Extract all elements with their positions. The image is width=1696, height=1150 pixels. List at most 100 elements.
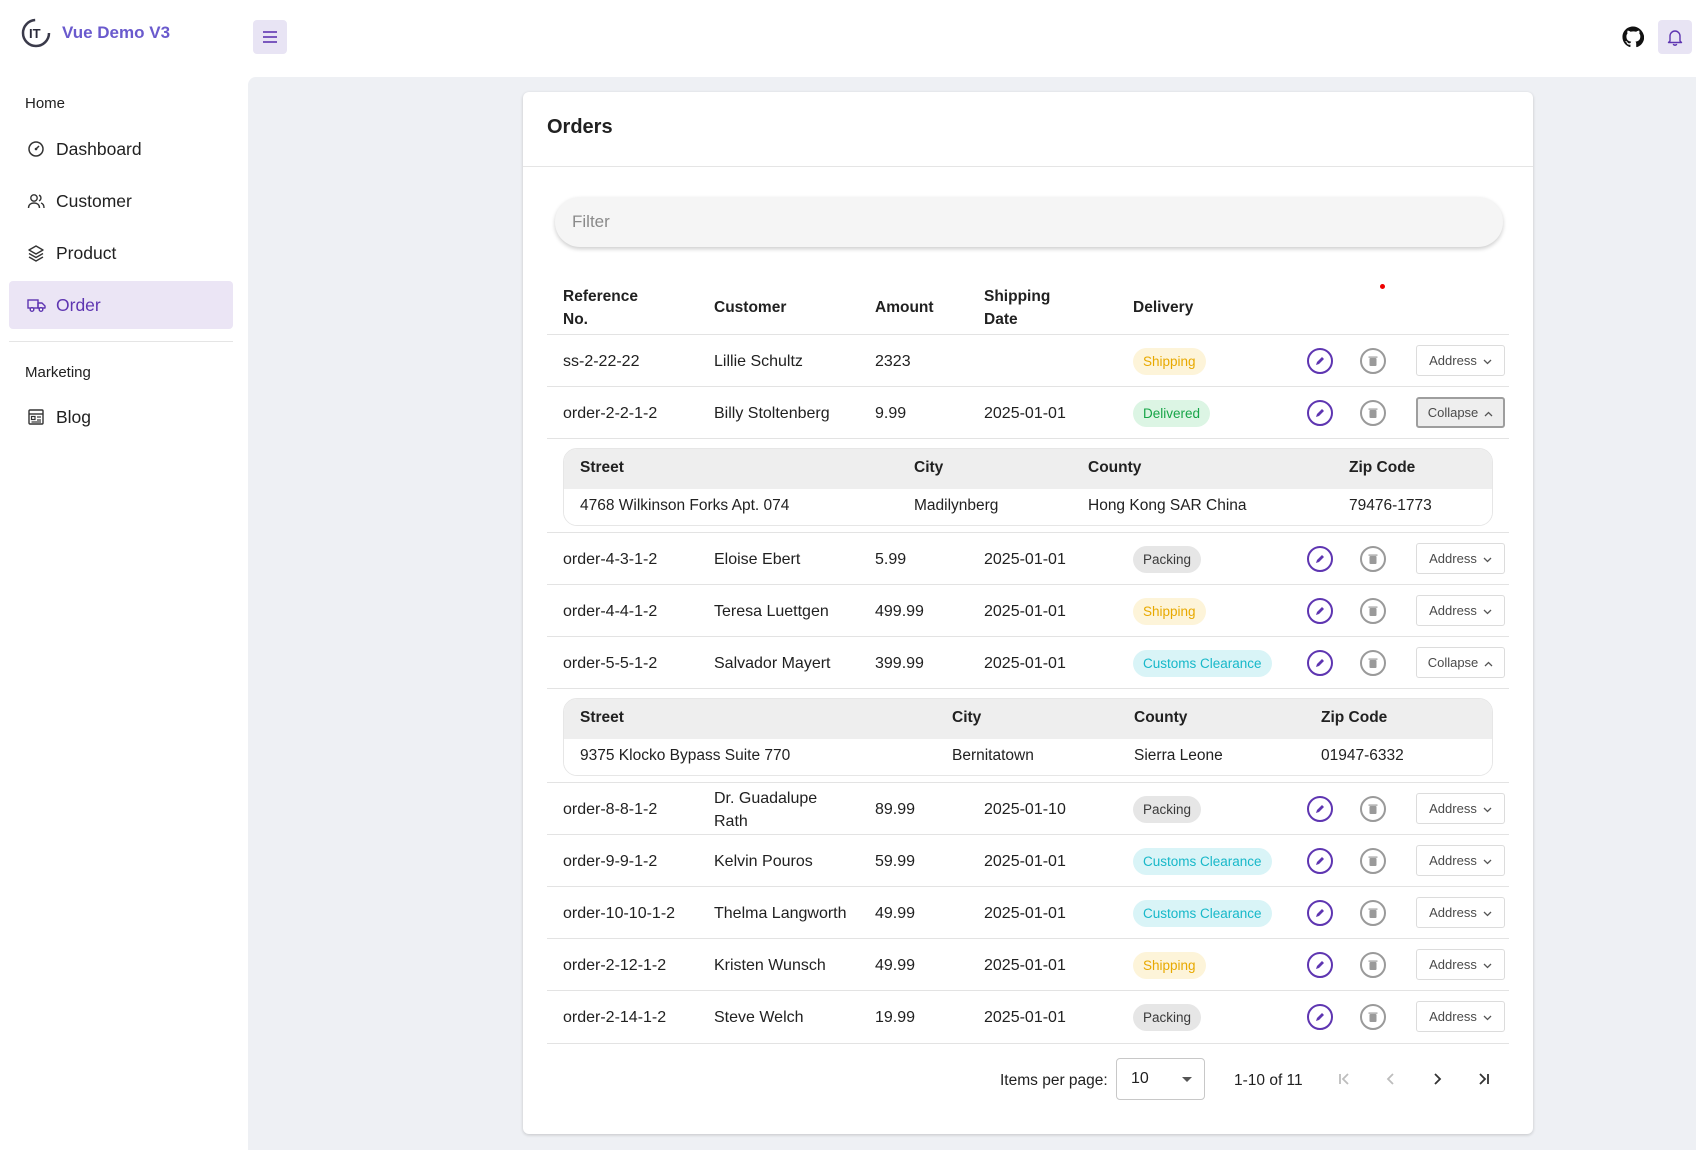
cell-amount: 59.99 (875, 853, 916, 870)
subheader-street: Street (580, 709, 624, 726)
sidebar-item-product[interactable]: Product (9, 229, 233, 277)
sidebar-item-customer[interactable]: Customer (9, 177, 233, 225)
table-row: order-2-14-1-2 Steve Welch 19.99 2025-01… (547, 991, 1509, 1044)
address-button[interactable]: Address (1416, 949, 1505, 980)
table-row: ss-2-22-22 Lillie Schultz 2323 Shipping … (547, 335, 1509, 387)
orders-card: Orders Reference No. Customer Amount Shi… (523, 92, 1533, 1134)
edit-button[interactable] (1307, 546, 1333, 572)
expanded-row: Street City County Zip Code 4768 Wilkins… (547, 439, 1509, 533)
pencil-icon (1316, 909, 1324, 917)
address-button[interactable]: Address (1416, 345, 1505, 376)
edit-button[interactable] (1307, 848, 1333, 874)
edit-button[interactable] (1307, 796, 1333, 822)
items-per-page-select[interactable]: 10 (1116, 1058, 1205, 1100)
address-street: 9375 Klocko Bypass Suite 770 (580, 747, 791, 764)
address-button[interactable]: Address (1416, 897, 1505, 928)
status-badge: Customs Clearance (1133, 900, 1272, 927)
delete-button[interactable] (1360, 348, 1386, 374)
table-row: order-5-5-1-2 Salvador Mayert 399.99 202… (547, 637, 1509, 689)
status-badge: Shipping (1133, 598, 1206, 625)
card-divider (523, 166, 1533, 167)
cell-customer: Billy Stoltenberg (714, 405, 830, 422)
chevron-up-icon (1484, 655, 1493, 670)
chevron-left-icon (1386, 1073, 1394, 1085)
edit-button[interactable] (1307, 348, 1333, 374)
delete-button[interactable] (1360, 1004, 1386, 1030)
chevron-down-icon (1483, 957, 1492, 972)
address-button[interactable]: Address (1416, 793, 1505, 824)
header-divider (547, 334, 1509, 335)
delete-button[interactable] (1360, 400, 1386, 426)
sidebar-item-label: Blog (56, 406, 92, 427)
subheader-zip: Zip Code (1321, 709, 1388, 726)
status-badge: Shipping (1133, 952, 1206, 979)
address-button[interactable]: Address (1416, 845, 1505, 876)
last-page-button[interactable] (1468, 1064, 1498, 1094)
chevron-down-icon (1483, 801, 1492, 816)
cell-reference: order-4-3-1-2 (563, 551, 658, 568)
filter-field[interactable] (555, 197, 1503, 247)
delete-button[interactable] (1360, 900, 1386, 926)
cell-amount: 499.99 (875, 603, 924, 620)
edit-button[interactable] (1307, 952, 1333, 978)
cell-date: 2025-01-10 (984, 801, 1066, 818)
github-button[interactable] (1617, 21, 1649, 53)
status-badge: Packing (1133, 546, 1202, 573)
header-shipping-date[interactable]: Shipping Date (984, 288, 1051, 328)
trash-icon (1368, 856, 1378, 866)
chevron-down-icon (1483, 551, 1492, 566)
chevron-down-icon (1483, 353, 1492, 368)
edit-button[interactable] (1307, 598, 1333, 624)
table-row: order-4-4-1-2 Teresa Luettgen 499.99 202… (547, 585, 1509, 637)
delete-button[interactable] (1360, 952, 1386, 978)
pencil-icon (1316, 805, 1324, 813)
trash-icon (1368, 1012, 1378, 1022)
address-button[interactable]: Address (1416, 543, 1505, 574)
address-button[interactable]: Address (1416, 595, 1505, 626)
delete-button[interactable] (1360, 796, 1386, 822)
brand[interactable]: IT Vue Demo V3 (20, 15, 170, 51)
page-title: Orders (547, 116, 613, 138)
delete-button[interactable] (1360, 598, 1386, 624)
sidebar-item-dashboard[interactable]: Dashboard (9, 125, 233, 173)
notifications-button[interactable] (1658, 20, 1692, 54)
table-row: order-4-3-1-2 Eloise Ebert 5.99 2025-01-… (547, 533, 1509, 585)
next-page-button[interactable] (1422, 1064, 1452, 1094)
edit-button[interactable] (1307, 400, 1333, 426)
collapse-button[interactable]: Collapse (1416, 397, 1505, 428)
status-badge: Delivered (1133, 400, 1211, 427)
header-delivery[interactable]: Delivery (1133, 299, 1194, 316)
expanded-row: Street City County Zip Code 9375 Klocko … (547, 689, 1509, 783)
header-customer[interactable]: Customer (714, 299, 787, 316)
filter-input[interactable] (572, 212, 1503, 232)
cell-customer: Teresa Luettgen (714, 603, 829, 620)
edit-button[interactable] (1307, 650, 1333, 676)
cell-reference: order-9-9-1-2 (563, 853, 658, 870)
sidebar-item-order[interactable]: Order (9, 281, 233, 329)
delete-button[interactable] (1360, 650, 1386, 676)
bell-icon (1667, 30, 1683, 46)
header-reference[interactable]: Reference No. (563, 288, 638, 328)
edit-button[interactable] (1307, 900, 1333, 926)
collapse-button[interactable]: Collapse (1416, 647, 1505, 678)
cell-date: 2025-01-01 (984, 905, 1066, 922)
cell-date: 2025-01-01 (984, 405, 1066, 422)
cell-amount: 2323 (875, 353, 911, 370)
delete-button[interactable] (1360, 848, 1386, 874)
edit-button[interactable] (1307, 1004, 1333, 1030)
delete-button[interactable] (1360, 546, 1386, 572)
menu-toggle-button[interactable] (253, 20, 287, 54)
previous-page-button[interactable] (1376, 1064, 1406, 1094)
trash-icon (1368, 804, 1378, 814)
pencil-icon (1316, 357, 1324, 365)
address-button[interactable]: Address (1416, 1001, 1505, 1032)
cell-reference: order-4-4-1-2 (563, 603, 658, 620)
items-per-page-value: 10 (1131, 1070, 1149, 1087)
sidebar-item-blog[interactable]: Blog (9, 393, 233, 441)
pencil-icon (1316, 1013, 1324, 1021)
first-page-button[interactable] (1330, 1064, 1360, 1094)
pagination-range: 1-10 of 11 (1234, 1072, 1303, 1089)
header-amount[interactable]: Amount (875, 299, 934, 316)
cell-amount: 399.99 (875, 655, 924, 672)
chevron-down-icon (1483, 853, 1492, 868)
